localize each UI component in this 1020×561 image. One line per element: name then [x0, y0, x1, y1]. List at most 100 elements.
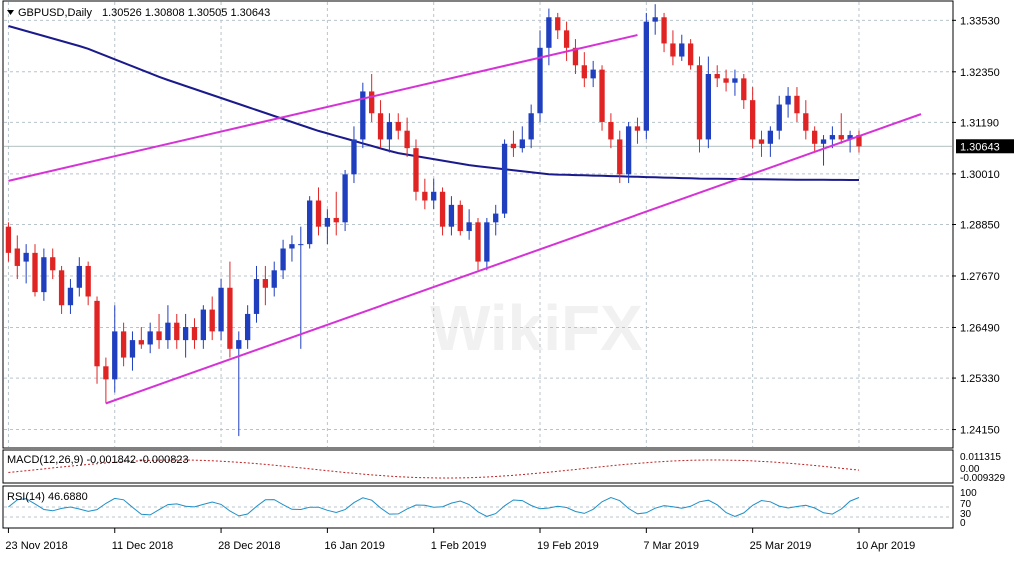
candle-layer — [5, 4, 862, 437]
current-price-tag — [956, 139, 1014, 154]
candle-body — [457, 204, 463, 232]
y-axis: 1.33530 1.32350 1.31190 1.30010 1.28850 1.276… — [952, 15, 1000, 437]
candle-body — [191, 327, 198, 341]
candle-body — [129, 340, 136, 358]
x-tick-label: 16 Jan 2019 — [324, 540, 385, 552]
x-tick-label: 7 Mar 2019 — [643, 540, 699, 552]
candle-body — [785, 95, 791, 105]
candle-body — [120, 331, 127, 358]
candle-body — [103, 366, 109, 380]
candle-body — [758, 139, 765, 144]
ohlc-label: 1.30526 1.30808 1.30505 1.30643 — [102, 7, 270, 19]
x-tick-label: 10 Apr 2019 — [856, 540, 915, 552]
candle-body — [333, 217, 339, 223]
candle-body — [280, 248, 286, 271]
candle-body — [395, 121, 401, 131]
x-tick-label: 1 Feb 2019 — [431, 540, 487, 552]
rsi-label: RSI(14) 46.6880 — [7, 491, 88, 503]
macd-tick-top: 0.011315 — [960, 452, 1001, 463]
symbol-dropdown-icon[interactable] — [7, 10, 14, 15]
candle-body — [829, 135, 836, 140]
x-tick-label: 23 Nov 2018 — [5, 540, 67, 552]
candle-body — [634, 126, 641, 131]
candle-body — [590, 69, 596, 79]
candle-body — [85, 265, 91, 297]
channel-upper-line — [8, 34, 638, 182]
candle-body — [625, 126, 632, 175]
macd-label: MACD(12,26,9) -0.001842 -0.000823 — [7, 454, 189, 466]
candle-body — [749, 100, 756, 140]
candle-body — [262, 279, 269, 288]
candle-body — [200, 309, 207, 341]
rsi-tick-0: 0 — [960, 518, 966, 529]
macd-panel-frame — [2, 449, 954, 484]
y-tick-label: 1.32350 — [960, 67, 1000, 79]
channel-lower-line — [105, 113, 922, 405]
candle-body — [351, 139, 357, 175]
candle-body — [696, 65, 703, 140]
y-tick-label: 1.27670 — [960, 271, 1000, 283]
macd-tick-zero: 0.00 — [960, 464, 980, 475]
y-tick-label: 1.28850 — [960, 220, 1000, 232]
candle-body — [138, 340, 144, 345]
candle-body — [253, 279, 260, 314]
candle-body — [475, 222, 481, 262]
candle-body — [369, 91, 375, 114]
candle-body — [342, 174, 348, 223]
candle-body — [599, 69, 605, 122]
candle-body — [404, 130, 410, 149]
candle-body — [617, 139, 623, 175]
x-tick-label: 11 Dec 2018 — [112, 540, 174, 552]
y-tick-label: 1.30010 — [960, 169, 1000, 181]
candle-body — [714, 73, 720, 79]
candle-body — [519, 139, 525, 149]
current-price-label: 1.30643 — [960, 141, 1000, 153]
candle-body — [76, 265, 82, 288]
candle-body — [227, 287, 233, 349]
candle-body — [856, 135, 862, 147]
x-tick-label: 28 Dec 2018 — [218, 540, 280, 552]
candle-body — [803, 113, 809, 131]
candle-body — [32, 252, 38, 293]
candle-body — [5, 226, 12, 253]
candle-body — [723, 78, 729, 83]
moving-average-line — [8, 25, 859, 181]
candle-body — [218, 287, 224, 332]
candle-body — [820, 139, 827, 144]
candle-body — [50, 257, 56, 271]
candle-body — [422, 191, 428, 201]
candle-body — [652, 17, 658, 22]
candle-body — [439, 191, 446, 227]
candle-body — [315, 200, 322, 227]
candle-body — [679, 43, 685, 57]
x-tick-label: 19 Feb 2019 — [537, 540, 599, 552]
candle-body — [23, 252, 29, 262]
candle-body — [847, 135, 853, 140]
candle-body — [94, 300, 100, 367]
candle-body — [307, 200, 313, 245]
candle-body — [244, 313, 251, 341]
candle-body — [431, 191, 437, 201]
candle-body — [563, 30, 570, 48]
candle-body — [501, 143, 508, 214]
candle-body — [147, 331, 153, 345]
candle-body — [67, 287, 74, 306]
candle-body — [661, 17, 667, 44]
candle-body — [209, 309, 215, 332]
candle-body — [236, 340, 242, 349]
candle-body — [448, 204, 455, 227]
candle-body — [112, 331, 118, 380]
moving-average-layer — [8, 25, 859, 181]
rsi-line — [8, 496, 860, 518]
candle-body — [484, 222, 490, 262]
x-axis: 23 Nov 2018 11 Dec 2018 28 Dec 2018 16 Jan … — [5, 528, 915, 552]
candle-body — [413, 148, 419, 192]
candle-body — [732, 78, 738, 83]
candle-body — [41, 257, 47, 293]
candle-body — [741, 78, 747, 101]
candle-body — [537, 47, 543, 114]
candle-body — [581, 65, 587, 79]
candle-body — [555, 17, 561, 31]
